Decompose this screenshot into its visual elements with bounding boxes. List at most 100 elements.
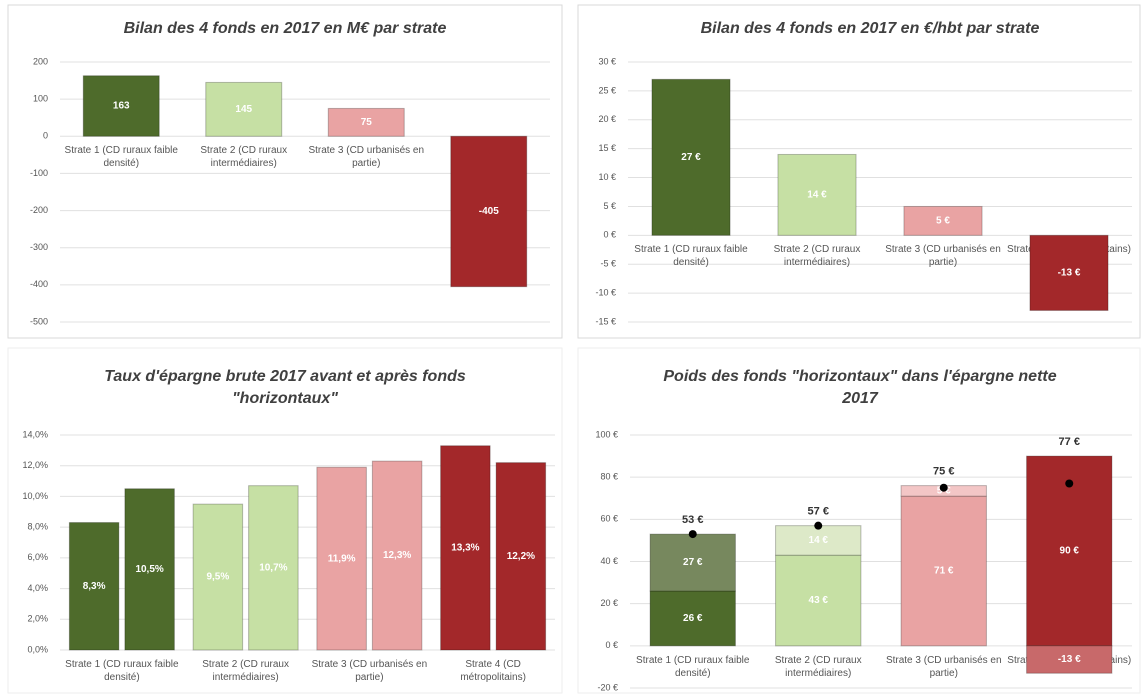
bar: [82, 75, 160, 137]
x-tick-label-box: Strate 1 (CD ruraux faible densité): [65, 145, 178, 169]
bar: [327, 107, 405, 137]
panel-border: [577, 347, 1141, 694]
bar: [777, 153, 857, 236]
bar: [900, 495, 987, 647]
total-dot: [814, 521, 823, 530]
y-tick-label: -5 €: [600, 259, 616, 269]
x-tick-label: Strate 2 (CD ruraux intermédiaires): [202, 659, 289, 683]
data-label: 75 €: [933, 466, 954, 478]
y-tick-label: -400: [30, 279, 48, 289]
bar: [450, 135, 528, 288]
bar: [775, 525, 862, 556]
bar: [1029, 234, 1109, 311]
y-tick-label: 100: [33, 94, 48, 104]
y-tick-label: 30 €: [598, 56, 616, 66]
x-tick-label: Strate 3 (CD urbanisés en partie): [885, 244, 1001, 269]
chart-title-box: Poids des fonds "horizontaux" dans l'épa…: [663, 368, 1056, 407]
y-tick-label: 0 €: [603, 230, 616, 240]
data-label: 77 €: [1059, 436, 1080, 448]
chart-title: Bilan des 4 fonds en 2017 en M€ par stra…: [123, 20, 447, 37]
y-tick-label: 8,0%: [27, 522, 48, 532]
x-tick-label: Strate 3 (CD urbanisés en partie): [308, 145, 425, 170]
y-tick-label: -200: [30, 205, 48, 215]
y-tick-label: 20 €: [598, 114, 616, 124]
data-label: 27 €: [683, 557, 703, 568]
y-tick-label: 0 €: [605, 640, 618, 650]
y-tick-label: 40 €: [600, 556, 618, 566]
x-tick-label: Strate 3 (CD urbanisés en partie): [311, 659, 428, 683]
y-tick-label: -15 €: [595, 316, 616, 326]
y-tick-label: -100: [30, 168, 48, 178]
y-tick-label: -500: [30, 316, 48, 326]
y-tick-label: 0,0%: [27, 644, 48, 654]
x-tick-label: Strate 2 (CD ruraux intermédiaires): [773, 244, 861, 269]
data-label: 43 €: [809, 595, 829, 606]
x-tick-label-box: Strate 1 (CD ruraux faible densité): [636, 654, 750, 679]
x-tick-label-box: Strate 2 (CD ruraux intermédiaires): [773, 244, 861, 269]
x-tick-label: Strate 1 (CD ruraux faible densité): [636, 654, 750, 679]
x-tick-label-box: Strate 1 (CD ruraux faible densité): [634, 244, 748, 269]
bar: [649, 533, 736, 592]
data-label: 12,2%: [507, 551, 535, 562]
data-label: -13 €: [1058, 268, 1081, 279]
bar: [316, 466, 367, 651]
total-dot: [688, 530, 697, 539]
x-tick-label-box: Strate 2 (CD ruraux intermédiaires): [202, 659, 289, 683]
y-tick-label: 10,0%: [22, 491, 48, 501]
bar: [248, 485, 299, 651]
data-label: 53 €: [682, 514, 703, 526]
bar: [205, 81, 283, 137]
bar: [1026, 455, 1113, 647]
x-tick-label-box: Strate 3 (CD urbanisés en partie): [885, 654, 1002, 679]
data-label: -405: [479, 206, 499, 217]
data-label: 27 €: [681, 152, 701, 163]
data-label: 57 €: [808, 506, 829, 518]
bar: [495, 462, 547, 651]
data-label: 13,3%: [451, 543, 479, 554]
chart-title-box: Bilan des 4 fonds en 2017 en M€ par stra…: [123, 20, 447, 37]
data-label: -13 €: [1058, 654, 1081, 665]
bar: [651, 78, 731, 236]
data-label: 163: [113, 101, 130, 112]
x-tick-label: Strate 1 (CD ruraux faible densité): [65, 659, 179, 683]
data-label: 5 €: [936, 216, 950, 227]
x-tick-label: Strate 4 (CD métropolitains): [460, 659, 526, 683]
bar: [440, 445, 491, 651]
chart-title: Taux d'épargne brute 2017 avant et après…: [104, 368, 466, 407]
data-label: 11,9%: [328, 553, 356, 564]
data-label: 12,3%: [383, 550, 411, 561]
data-label: 14 €: [807, 190, 827, 201]
x-tick-label: Strate 1 (CD ruraux faible densité): [634, 244, 748, 269]
data-label: 71 €: [934, 566, 954, 577]
y-tick-label: 5 €: [603, 201, 616, 211]
y-tick-label: 6,0%: [27, 552, 48, 562]
y-tick-label: 4,0%: [27, 583, 48, 593]
bar: [649, 590, 736, 647]
panel-border: [7, 347, 563, 694]
chart-title: Bilan des 4 fonds en 2017 en €/hbt par s…: [700, 20, 1040, 37]
total-dot: [939, 483, 948, 492]
bar: [371, 460, 423, 651]
data-label: 10,7%: [259, 562, 287, 573]
data-label: 14 €: [809, 535, 829, 546]
bar: [775, 554, 862, 647]
data-label: 90 €: [1060, 546, 1080, 557]
y-tick-label: 200: [33, 56, 48, 66]
chart-title-box: Taux d'épargne brute 2017 avant et après…: [104, 368, 466, 407]
y-tick-label: 80 €: [600, 472, 618, 482]
bar: [903, 205, 983, 236]
y-tick-label: 0: [43, 131, 48, 141]
x-tick-label-box: Strate 2 (CD ruraux intermédiaires): [775, 655, 862, 679]
bar: [192, 503, 244, 651]
y-tick-label: -300: [30, 242, 48, 252]
data-label: 75: [361, 117, 373, 128]
x-tick-label: Strate 2 (CD ruraux intermédiaires): [200, 145, 288, 170]
data-label: 9,5%: [206, 572, 229, 583]
bar: [68, 522, 120, 651]
panel-border: [577, 4, 1141, 339]
total-dot: [1065, 479, 1074, 488]
x-tick-label: Strate 3 (CD urbanisés en partie): [885, 654, 1002, 679]
x-tick-label-box: Strate 3 (CD urbanisés en partie): [885, 244, 1001, 269]
data-label: 26 €: [683, 613, 703, 624]
